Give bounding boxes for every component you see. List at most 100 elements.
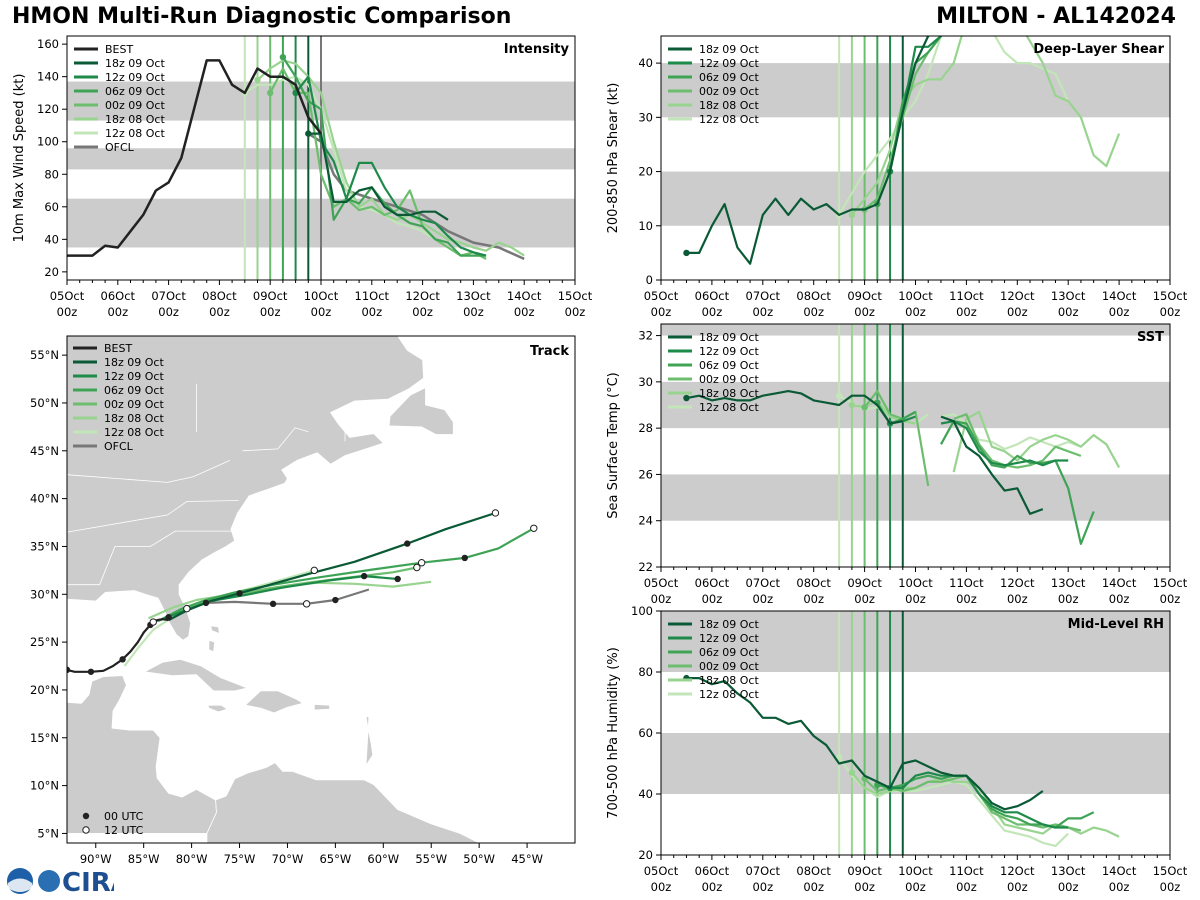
rh-x-tick-label: 11Oct: [949, 864, 984, 878]
rh-x-tick-label: 05Oct: [644, 864, 679, 878]
shear-init-point-06z-09-oct: [874, 200, 881, 208]
sst-series-06z-09-oct-b: [940, 420, 1095, 546]
rh-init-point-18z-08-oct: [848, 769, 856, 776]
intensity-frame: [66, 35, 576, 281]
rh-x-tick-label: 09Oct: [847, 864, 882, 878]
track-frame: [66, 335, 576, 844]
storm-title: MILTON - AL142024: [936, 4, 1176, 29]
rh-x-tick-label-hour: 00z: [905, 880, 926, 894]
track-y-tick-label: 10°N: [30, 779, 59, 793]
legend-label-18z-08-oct: 18z 08 Oct: [105, 113, 165, 126]
shear-x-tick-label-hour: 00z: [1109, 305, 1130, 319]
page-title: HMON Multi-Run Diagnostic Comparison: [12, 4, 512, 29]
track-18z-08-oct: [148, 580, 432, 620]
shear-x-tick-label-hour: 00z: [854, 305, 875, 319]
legend-label-best: BEST: [105, 43, 133, 56]
intensity-x-tick-label-hour: 00z: [57, 305, 78, 319]
track-point-00utc: [236, 590, 243, 597]
rh-series-18z-08-oct: [851, 771, 1120, 838]
shear-y-axis-label: 200-850 hPa Shear (kt): [606, 83, 621, 234]
rh-series-18z-09-oct: [686, 676, 1044, 811]
sst-band: [661, 324, 1170, 336]
rh-init-point-18z-09-oct: [683, 674, 690, 682]
intensity-series-best: [67, 59, 322, 257]
shear-band: [661, 63, 1170, 118]
legend-label-best: BEST: [104, 342, 132, 355]
sst-y-tick-label: 24: [638, 514, 653, 528]
sst-x-tick-label-hour: 00z: [803, 592, 824, 606]
track-y-tick-label: 35°N: [30, 539, 59, 553]
intensity-x-tick-label: 11Oct: [355, 289, 390, 303]
legend-label-12z-09-oct: 12z 09 Oct: [699, 57, 759, 70]
track-y-tick-label: 5°N: [37, 826, 59, 840]
sst-series-12z-09-oct: [889, 415, 916, 425]
rh-y-axis-label: 700-500 hPa Humidity (%): [606, 647, 621, 819]
sst-x-tick-label: 07Oct: [746, 576, 781, 590]
bahamas-landmass: [210, 625, 220, 635]
intensity-init-point-00z-09-oct: [267, 89, 274, 97]
sst-x-tick-label: 08Oct: [796, 576, 831, 590]
track-x-tick-label: 70°W: [272, 852, 304, 866]
sst-x-tick-label: 12Oct: [1000, 576, 1035, 590]
legend-label-12z-08-oct: 12z 08 Oct: [699, 113, 759, 126]
intensity-y-tick-label: 60: [44, 200, 59, 214]
intensity-x-tick-label-hour: 00z: [311, 305, 332, 319]
sst-series-00z-09-oct: [863, 390, 930, 487]
rh-band: [661, 733, 1170, 794]
track-x-tick-label: 55°W: [415, 852, 447, 866]
newfoundland-landmass: [388, 387, 454, 435]
shear-x-tick-label: 06Oct: [695, 289, 730, 303]
intensity-series-06z-09-oct: [281, 56, 487, 257]
marker-legend-12utc-label: 12 UTC: [104, 824, 144, 837]
intensity-x-tick-label: 13Oct: [456, 289, 491, 303]
track-x-tick-label: 60°W: [367, 852, 399, 866]
shear-band: [661, 171, 1170, 226]
legend-label-12z-08-oct: 12z 08 Oct: [699, 401, 759, 414]
intensity-x-tick-label-hour: 00z: [514, 305, 535, 319]
legend-label-18z-08-oct: 18z 08 Oct: [104, 412, 164, 425]
shear-init-point-00z-09-oct: [861, 206, 868, 213]
sst-panel-title: SST: [1137, 330, 1164, 345]
legend-label-12z-08-oct: 12z 08 Oct: [105, 127, 165, 140]
legend-label-ofcl: OFCL: [104, 440, 134, 453]
intensity-init-point-12z-09-oct: [292, 89, 299, 97]
legend-label-06z-09-oct: 06z 09 Oct: [104, 384, 164, 397]
shear-x-tick-label-hour: 00z: [803, 305, 824, 319]
rh-panel-title: Mid-Level RH: [1068, 617, 1164, 632]
intensity-series-12z-08-oct: [244, 75, 449, 244]
legend-label-18z-08-oct: 18z 08 Oct: [699, 99, 759, 112]
track-x-tick-label: 90°W: [80, 852, 112, 866]
rh-x-tick-label-hour: 00z: [651, 880, 672, 894]
track-point-12utc: [183, 604, 191, 613]
shear-x-tick-label-hour: 00z: [905, 305, 926, 319]
intensity-y-tick-label: 20: [44, 265, 59, 279]
shear-y-tick-label: 40: [638, 56, 653, 70]
shear-x-tick-label-hour: 00z: [702, 305, 723, 319]
sst-x-tick-label: 05Oct: [644, 576, 679, 590]
boundary-line: [67, 530, 231, 586]
boundary-line: [67, 460, 231, 483]
globe-icon: [38, 870, 60, 892]
sst-x-tick-label-hour: 00z: [905, 592, 926, 606]
sst-x-tick-label: 15Oct: [1153, 576, 1188, 590]
legend-label-00z-09-oct: 00z 09 Oct: [699, 373, 759, 386]
intensity-series-18z-08-oct: [256, 59, 525, 257]
legend-label-18z-09-oct: 18z 09 Oct: [104, 356, 164, 369]
intensity-series-18z-09-oct: [308, 132, 449, 221]
rh-frame: [660, 610, 1171, 856]
track-best: [67, 618, 169, 673]
sst-series-12z-08-oct-b: [940, 413, 1082, 451]
track-x-tick-label: 80°W: [176, 852, 208, 866]
legend-label-18z-09-oct: 18z 09 Oct: [699, 331, 759, 344]
track-point-12utc: [302, 600, 311, 608]
rh-x-tick-label-hour: 00z: [956, 880, 977, 894]
intensity-series-12z-09-oct: [294, 75, 487, 257]
legend-label-00z-09-oct: 00z 09 Oct: [105, 99, 165, 112]
legend-label-00z-09-oct: 00z 09 Oct: [699, 85, 759, 98]
track-x-tick-label: 65°W: [319, 852, 351, 866]
legend-label-06z-09-oct: 06z 09 Oct: [699, 71, 759, 84]
south-america-landmass: [206, 762, 575, 843]
rh-x-tick-label: 12Oct: [1000, 864, 1035, 878]
